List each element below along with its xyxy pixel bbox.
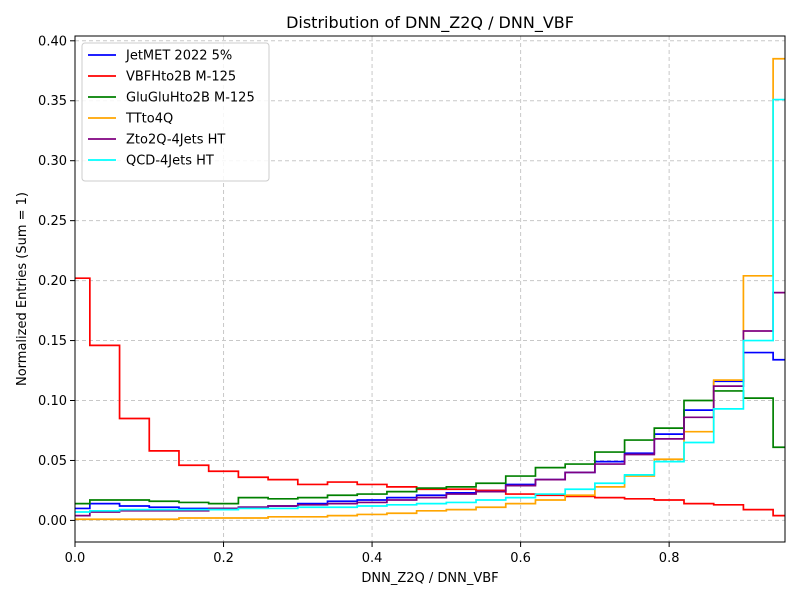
y-tick-label: 0.05 bbox=[38, 454, 67, 469]
plot-area bbox=[75, 57, 785, 521]
legend-label: TTto4Q bbox=[125, 112, 173, 127]
y-tick-label: 0.35 bbox=[38, 94, 67, 109]
legend-label: GluGluHto2B M-125 bbox=[126, 91, 255, 106]
y-tick-label: 0.25 bbox=[38, 214, 67, 229]
x-tick-label: 0.4 bbox=[362, 551, 383, 566]
y-tick-label: 0.30 bbox=[38, 154, 67, 169]
x-axis: 0.0 0.2 0.4 0.6 0.8 bbox=[65, 542, 680, 566]
legend-label: VBFHto2B M-125 bbox=[126, 70, 236, 85]
x-tick-label: 0.8 bbox=[659, 551, 680, 566]
y-tick-label: 0.10 bbox=[38, 394, 67, 409]
y-axis-label: Normalized Entries (Sum = 1) bbox=[15, 192, 30, 386]
legend-label: QCD-4Jets HT bbox=[126, 154, 214, 169]
series-line-6 bbox=[75, 98, 785, 513]
x-tick-label: 0.6 bbox=[510, 551, 531, 566]
y-tick-label: 0.15 bbox=[38, 334, 67, 349]
legend-box bbox=[81, 42, 270, 182]
y-tick-label: 0.00 bbox=[38, 514, 67, 529]
y-tick-label: 0.20 bbox=[38, 274, 67, 289]
x-tick-label: 0.2 bbox=[213, 551, 234, 566]
legend: JetMET 2022 5% VBFHto2B M-125 GluGluHto2B … bbox=[81, 42, 270, 182]
legend-label: Zto2Q-4Jets HT bbox=[126, 133, 225, 148]
grid bbox=[74, 36, 785, 542]
y-tick-label: 0.40 bbox=[38, 34, 67, 49]
chart-title: Distribution of DNN_Z2Q / DNN_VBF bbox=[286, 13, 574, 33]
legend-label: JetMET 2022 5% bbox=[125, 49, 232, 64]
y-axis: 0.00 0.05 0.10 0.15 0.20 0.25 0.30 0.35 0.40 bbox=[38, 34, 75, 529]
series-layer bbox=[75, 57, 785, 521]
plot-frame bbox=[74, 35, 786, 543]
x-tick-label: 0.0 bbox=[65, 551, 86, 566]
x-axis-label: DNN_Z2Q / DNN_VBF bbox=[361, 571, 498, 586]
